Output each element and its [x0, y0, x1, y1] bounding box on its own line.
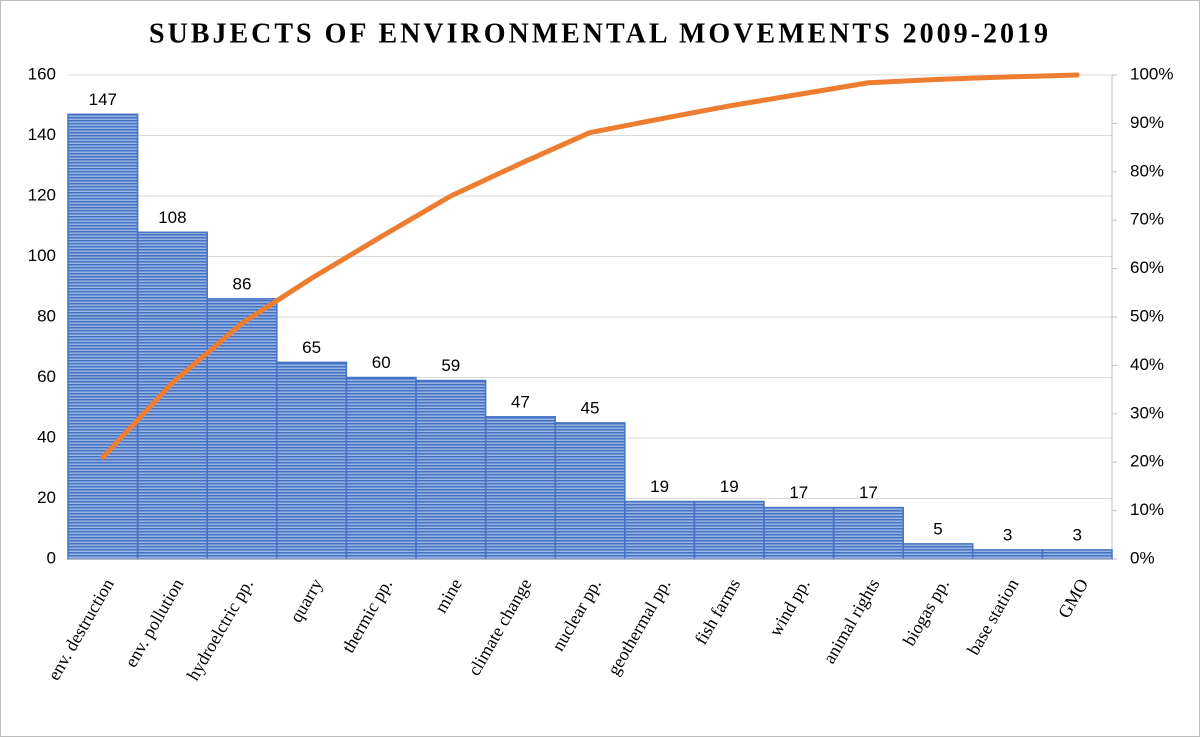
y2-tick-label: 50%: [1130, 306, 1164, 325]
bar: [1041, 549, 1113, 560]
y2-tick-label: 10%: [1130, 500, 1164, 519]
y2-tick-label: 100%: [1130, 64, 1173, 83]
y2-tick-label: 60%: [1130, 258, 1164, 277]
data-label: 3: [1072, 525, 1081, 544]
y2-tick-label: 30%: [1130, 403, 1164, 422]
data-label: 5: [933, 519, 942, 538]
bar: [415, 379, 487, 560]
y2-tick-label: 0%: [1130, 548, 1155, 567]
bar: [832, 506, 904, 560]
y-tick-label: 100: [28, 246, 56, 265]
bar: [972, 549, 1044, 560]
bar: [345, 376, 417, 560]
y2-tick-label: 80%: [1130, 161, 1164, 180]
y2-tick-label: 70%: [1130, 210, 1164, 229]
bar: [276, 361, 348, 560]
bar: [624, 500, 696, 560]
data-label: 60: [372, 353, 391, 372]
y-tick-label: 40: [37, 427, 56, 446]
bar: [554, 422, 626, 560]
data-label: 86: [233, 274, 252, 293]
y2-tick-label: 40%: [1130, 355, 1164, 374]
data-label: 47: [511, 392, 530, 411]
bar: [206, 298, 278, 560]
y-tick-label: 20: [37, 488, 56, 507]
y2-tick-label: 90%: [1130, 113, 1164, 132]
y-tick-label: 140: [28, 125, 56, 144]
data-label: 19: [720, 477, 739, 496]
data-label: 19: [650, 477, 669, 496]
bar: [484, 416, 556, 560]
bar: [902, 543, 974, 560]
data-label: 65: [302, 338, 321, 357]
y-tick-label: 60: [37, 367, 56, 386]
data-label: 59: [441, 356, 460, 375]
bar: [67, 113, 139, 560]
y-tick-label: 160: [28, 64, 56, 83]
data-label: 108: [158, 208, 186, 227]
line: [100, 72, 1080, 460]
y2-tick-label: 20%: [1130, 452, 1164, 471]
data-label: 147: [89, 90, 117, 109]
data-label: 45: [581, 398, 600, 417]
bar: [693, 500, 765, 560]
bar: [763, 506, 835, 560]
data-label: 17: [789, 483, 808, 502]
chart-title: SUBJECTS OF ENVIRONMENTAL MOVEMENTS 2009…: [149, 18, 1051, 49]
bar: [136, 231, 208, 560]
y-tick-label: 0: [47, 548, 56, 567]
y-tick-label: 120: [28, 185, 56, 204]
data-label: 3: [1003, 525, 1012, 544]
y-tick-label: 80: [37, 306, 56, 325]
data-label: 17: [859, 483, 878, 502]
